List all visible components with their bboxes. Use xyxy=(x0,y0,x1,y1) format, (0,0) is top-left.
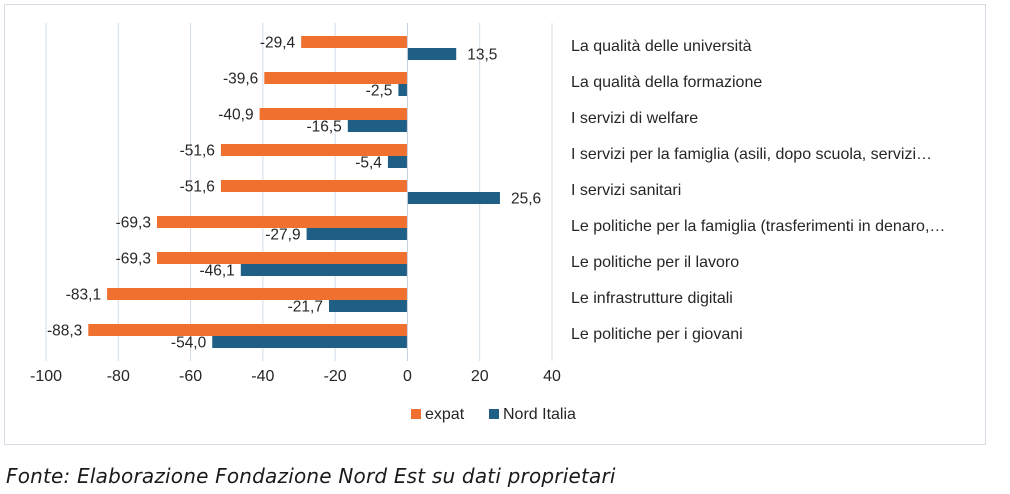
bar-nord-italia xyxy=(387,156,408,168)
x-tick-label: 20 xyxy=(471,368,489,385)
bar-expat xyxy=(259,108,408,120)
x-tick-label: -60 xyxy=(179,368,202,385)
source-note: Fonte: Elaborazione Fondazione Nord Est … xyxy=(6,464,616,488)
data-label: -2,5 xyxy=(366,83,393,100)
bar-chart: -29,4 13,5 -39,6 -2,5 -40,9 -16,5 -51,6 -5,4 -51… xyxy=(30,23,945,423)
x-tick-label: 40 xyxy=(543,368,561,385)
bar-expat xyxy=(220,180,408,192)
bar-nord-italia xyxy=(347,120,408,132)
category-label: Le politiche per il lavoro xyxy=(571,254,739,271)
data-label: -51,6 xyxy=(180,179,215,196)
x-tick-label: -80 xyxy=(107,368,130,385)
category-label: Le politiche per la famiglia (trasferime… xyxy=(571,218,945,235)
category-label: La qualità delle università xyxy=(571,38,752,55)
bar-expat xyxy=(156,216,408,228)
bar-expat xyxy=(107,288,408,300)
data-label: 13,5 xyxy=(467,47,497,64)
bar-expat xyxy=(301,36,408,48)
x-tick-label: -20 xyxy=(324,368,347,385)
x-tick-label: -100 xyxy=(30,368,62,385)
data-label: -27,9 xyxy=(265,227,300,244)
category-label: I servizi per la famiglia (asili, dopo s… xyxy=(571,146,932,163)
bar-expat xyxy=(88,324,408,336)
data-label: -69,3 xyxy=(116,251,151,268)
bar-nord-italia xyxy=(240,264,408,276)
bar-nord-italia xyxy=(306,228,408,240)
data-label: -29,4 xyxy=(260,35,296,52)
bars xyxy=(88,23,500,361)
bar-expat xyxy=(220,144,408,156)
category-labels: La qualità delle università La qualità de… xyxy=(571,38,945,343)
bar-nord-italia xyxy=(407,192,500,204)
category-label: I servizi di welfare xyxy=(571,110,698,127)
data-labels: -29,4 13,5 -39,6 -2,5 -40,9 -16,5 -51,6 -5,4 -51… xyxy=(47,35,541,352)
category-label: La qualità della formazione xyxy=(571,74,762,91)
x-tick-label: 0 xyxy=(403,368,412,385)
data-label: -54,0 xyxy=(171,335,207,352)
bar-nord-italia xyxy=(328,300,408,312)
bar-nord-italia xyxy=(398,84,408,96)
legend: expat Nord Italia xyxy=(411,406,576,423)
data-label: -21,7 xyxy=(288,299,323,316)
data-label: -51,6 xyxy=(180,143,215,160)
data-label: -5,4 xyxy=(355,155,382,172)
data-label: 25,6 xyxy=(511,191,541,208)
x-tick-label: -40 xyxy=(251,368,274,385)
x-axis-ticks: -100 -80 -60 -40 -20 0 20 40 xyxy=(30,368,561,385)
data-label: -88,3 xyxy=(47,323,82,340)
data-label: -69,3 xyxy=(116,215,151,232)
data-label: -16,5 xyxy=(306,119,341,136)
legend-swatch-expat xyxy=(411,409,421,419)
bar-expat xyxy=(264,72,408,84)
bar-expat xyxy=(156,252,408,264)
data-label: -40,9 xyxy=(218,107,253,124)
category-label: I servizi sanitari xyxy=(571,182,681,199)
legend-label-expat: expat xyxy=(425,406,465,423)
chart-area: -29,4 13,5 -39,6 -2,5 -40,9 -16,5 -51,6 -5,4 -51… xyxy=(4,4,986,445)
legend-label-nord-italia: Nord Italia xyxy=(503,406,576,423)
data-label: -46,1 xyxy=(199,263,234,280)
category-label: Le politiche per i giovani xyxy=(571,326,743,343)
data-label: -39,6 xyxy=(223,71,258,88)
bar-nord-italia xyxy=(407,48,457,60)
category-label: Le infrastrutture digitali xyxy=(571,290,733,307)
bar-nord-italia xyxy=(212,336,408,348)
data-label: -83,1 xyxy=(66,287,101,304)
legend-swatch-nord-italia xyxy=(489,409,499,419)
